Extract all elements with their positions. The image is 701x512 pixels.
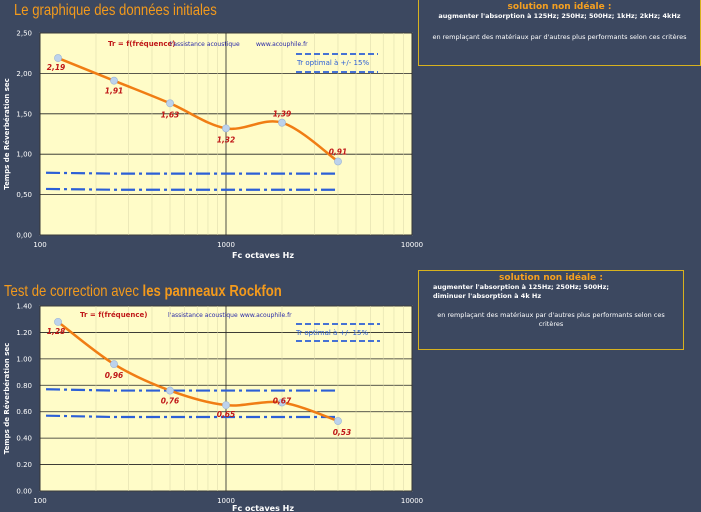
section1-title: Le graphique des données initiales bbox=[14, 2, 217, 20]
section2-note: solution non idéale : augmenter l'absorp… bbox=[418, 270, 684, 350]
section2-title: Test de correction avec les panneaux Roc… bbox=[4, 283, 282, 301]
x-tick-label: 100 bbox=[33, 497, 46, 505]
annotation-assistance: l'assistance acoustique bbox=[170, 41, 240, 48]
chart-initial: 0,00 0,50 1,00 1,50 2,00 2,50 100 1000 10000 Fc o… bbox=[3, 30, 423, 261]
section1-note-line-1: augmenter l'absorption à 125Hz; 250Hz; 5… bbox=[438, 12, 681, 20]
data-point bbox=[166, 386, 174, 395]
annotation-website: www.acouphile.fr bbox=[256, 41, 308, 48]
data-label: 1,32 bbox=[217, 135, 236, 144]
section1-note: solution non idéale : augmenter l'absorp… bbox=[418, 0, 701, 66]
section2-note-text: en remplaçant des matériaux par d'autres… bbox=[437, 311, 665, 328]
section2-title-bold: les panneaux Rockfon bbox=[142, 283, 282, 300]
data-label: 2,19 bbox=[47, 63, 66, 72]
data-label: 0,67 bbox=[273, 396, 292, 405]
section2-note-line-2: diminuer l'absorption à 4k Hz bbox=[433, 292, 542, 300]
legend-band: Tr optimal à +/- 15% bbox=[295, 329, 368, 337]
y-tick-label: 0.80 bbox=[16, 382, 32, 390]
data-label: 1,28 bbox=[47, 327, 66, 336]
legend-curve: Tr = f(fréquence) bbox=[80, 311, 148, 319]
data-label: 0,91 bbox=[329, 147, 348, 156]
data-point bbox=[278, 398, 286, 407]
data-label: 0,96 bbox=[105, 371, 124, 380]
y-tick-label: 2,50 bbox=[16, 30, 32, 38]
y-axis-label: Temps de Réverbération sec bbox=[3, 343, 11, 455]
legend-curve: Tr = f(fréquence) bbox=[108, 40, 176, 48]
x-tick-label: 1000 bbox=[217, 497, 235, 505]
data-label: 1,63 bbox=[161, 110, 180, 119]
y-tick-label: 1,50 bbox=[16, 110, 32, 118]
y-tick-label: 1,00 bbox=[16, 151, 32, 159]
data-point bbox=[222, 401, 230, 410]
y-axis-label: Temps de Réverbération sec bbox=[3, 78, 11, 190]
y-tick-label: 0.00 bbox=[16, 488, 32, 496]
data-point bbox=[110, 76, 118, 85]
y-tick-label: 1.20 bbox=[16, 329, 32, 337]
legend-band: Tr optimal à +/- 15% bbox=[296, 59, 369, 67]
annotation-website: www.acouphile.fr bbox=[240, 312, 292, 319]
y-tick-label: 0.20 bbox=[16, 461, 32, 469]
data-label: 0,53 bbox=[333, 428, 352, 437]
data-point bbox=[54, 54, 62, 62]
y-tick-label: 0,50 bbox=[16, 191, 32, 199]
data-point bbox=[278, 118, 286, 127]
data-point bbox=[110, 360, 118, 369]
optimal-band-lower bbox=[46, 414, 338, 419]
x-tick-label: 100 bbox=[33, 241, 46, 249]
section2-title-prefix: Test de correction avec bbox=[4, 283, 143, 300]
y-tick-label: 2,00 bbox=[16, 70, 32, 78]
data-point bbox=[54, 317, 62, 326]
data-point bbox=[166, 99, 174, 108]
y-tick-label: 0.40 bbox=[16, 435, 32, 443]
data-point bbox=[222, 124, 230, 133]
chart-rockfon: 0.00 0.20 0.40 0.60 0.80 1.00 1.20 1.40 100 1000 1… bbox=[3, 303, 423, 512]
section1-title-text: Le graphique des données initiales bbox=[14, 2, 217, 19]
optimal-band-upper bbox=[46, 388, 338, 392]
y-tick-label: 0.60 bbox=[16, 408, 32, 416]
section1-note-text: en remplaçant des matériaux par d'autres… bbox=[432, 33, 687, 41]
y-tick-label: 1.40 bbox=[16, 303, 32, 311]
section2-note-line-1: augmenter l'absorption à 125Hz; 250Hz; 5… bbox=[433, 283, 609, 291]
data-label: 1,91 bbox=[105, 87, 124, 96]
x-axis-label: Fc octaves Hz bbox=[232, 504, 294, 512]
x-tick-label: 1000 bbox=[217, 241, 235, 249]
y-tick-label: 0,00 bbox=[16, 232, 32, 240]
data-label: 0,65 bbox=[217, 410, 236, 419]
data-point bbox=[334, 417, 342, 425]
x-axis-label: Fc octaves Hz bbox=[232, 251, 294, 260]
data-point bbox=[334, 157, 342, 166]
tr-curve bbox=[57, 56, 339, 163]
data-label: 1,39 bbox=[273, 110, 292, 119]
section1-note-title: solution non idéale : bbox=[507, 2, 612, 12]
x-tick-label: 10000 bbox=[401, 497, 423, 505]
section2-note-title: solution non idéale : bbox=[499, 273, 603, 283]
x-tick-label: 10000 bbox=[401, 241, 423, 249]
optimal-band-lower bbox=[46, 187, 338, 191]
data-label: 0,76 bbox=[161, 397, 180, 406]
annotation-assistance: l'assistance acoustique bbox=[168, 312, 238, 319]
optimal-band-upper bbox=[46, 171, 338, 175]
y-tick-label: 1.00 bbox=[16, 355, 32, 363]
